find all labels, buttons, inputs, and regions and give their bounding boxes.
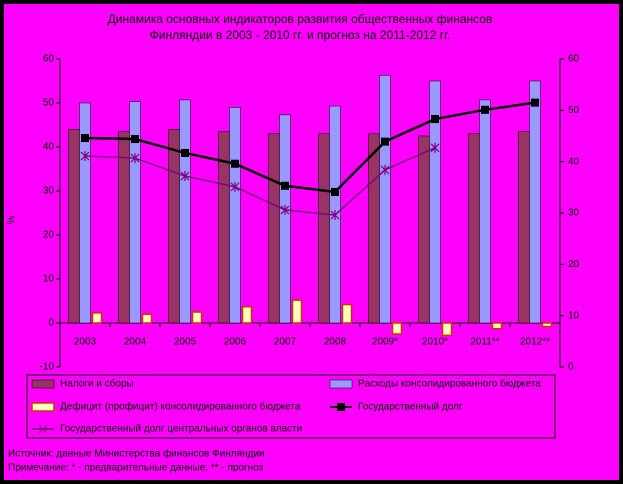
marker: [531, 98, 539, 107]
y-tick-label: -10: [40, 362, 55, 373]
bar: [91, 312, 103, 324]
x-tick-label: 2009*: [372, 337, 398, 348]
y2-tick-label: 0: [568, 362, 574, 373]
marker: [281, 181, 289, 190]
bar: [391, 322, 403, 335]
bar: [479, 99, 491, 324]
marker: [130, 153, 140, 164]
y-tick-label: 0: [48, 318, 54, 329]
bar: [491, 322, 503, 330]
legend-swatch: [329, 379, 353, 389]
y2-tick-label: 60: [568, 54, 580, 65]
x-tick-label: 2007: [274, 337, 297, 348]
marker: [80, 151, 90, 162]
legend-swatch: [38, 424, 48, 434]
marker: [430, 142, 440, 153]
y2-tick-label: 50: [568, 105, 580, 116]
y-axis-label: %: [7, 215, 18, 224]
y2-tick-label: 30: [568, 208, 580, 219]
bar: [341, 303, 353, 324]
x-tick-label: 2010*: [422, 337, 448, 348]
marker: [330, 210, 340, 221]
line: [84, 101, 536, 194]
bar: [168, 129, 180, 324]
bar: [229, 107, 241, 324]
bar: [268, 133, 280, 324]
bar: [379, 75, 391, 324]
marker: [280, 204, 290, 215]
bar: [318, 133, 330, 324]
legend-label: Расходы консолидированного бюджета: [358, 378, 541, 390]
chart-title: Финляндии в 2003 - 2010 гг. и прогноз на…: [150, 28, 451, 42]
bar: [141, 313, 153, 324]
legend-label: Государственный долг центральных органов…: [60, 424, 302, 435]
y-tick-label: 50: [43, 98, 55, 109]
x-tick-label: 2005: [174, 337, 197, 348]
source-note: Источник: данные Министерства финансов Ф…: [8, 448, 267, 460]
bar: [441, 322, 453, 337]
bar: [368, 133, 380, 324]
note: Примечание: * - предварительные данные, …: [8, 463, 264, 474]
y2-tick-label: 40: [568, 156, 580, 167]
x-tick-label: 2012**: [520, 337, 550, 348]
bar: [468, 133, 480, 324]
bar: [118, 131, 130, 324]
bar: [541, 322, 553, 328]
y-tick-label: 60: [43, 54, 55, 65]
marker: [180, 171, 190, 182]
legend-label: Государственный долг: [358, 402, 463, 413]
bar: [418, 135, 430, 324]
bar: [429, 80, 441, 324]
legend-swatch: [31, 379, 55, 389]
bar: [79, 102, 91, 324]
line: [84, 147, 436, 216]
marker: [481, 105, 489, 114]
y-tick-label: 20: [43, 230, 55, 241]
y-tick-label: 10: [43, 274, 55, 285]
x-tick-label: 2004: [124, 337, 147, 348]
bar: [241, 305, 253, 324]
y-tick-label: 30: [43, 186, 55, 197]
y-tick-label: 40: [43, 142, 55, 153]
bar: [279, 114, 291, 324]
bar: [179, 99, 191, 324]
legend: [26, 374, 556, 439]
marker: [131, 135, 139, 144]
x-tick-label: 2003: [74, 337, 97, 348]
marker: [380, 164, 390, 175]
chart-title: Динамика основных индикаторов развития о…: [108, 12, 493, 26]
bar: [529, 80, 541, 324]
bar: [191, 311, 203, 324]
legend-label: Налоги и сборы: [60, 378, 134, 390]
marker: [231, 159, 239, 168]
x-tick-label: 2011**: [470, 337, 499, 348]
x-tick-label: 2006: [224, 337, 247, 348]
marker: [81, 134, 89, 143]
y2-tick-label: 10: [568, 310, 580, 321]
marker: [331, 187, 339, 196]
x-tick-label: 2008: [324, 337, 347, 348]
marker: [381, 137, 389, 146]
marker: [230, 181, 240, 192]
marker: [181, 148, 189, 157]
bar: [518, 131, 530, 324]
bar: [68, 129, 80, 324]
marker: [431, 115, 439, 124]
legend-label: Дефицит (профицит) консолидированного бю…: [60, 401, 301, 413]
legend-swatch: [337, 403, 345, 411]
legend-swatch: [31, 402, 55, 412]
background: [4, 4, 619, 480]
bar: [291, 299, 303, 324]
bar: [129, 101, 141, 324]
y2-tick-label: 20: [568, 259, 580, 270]
